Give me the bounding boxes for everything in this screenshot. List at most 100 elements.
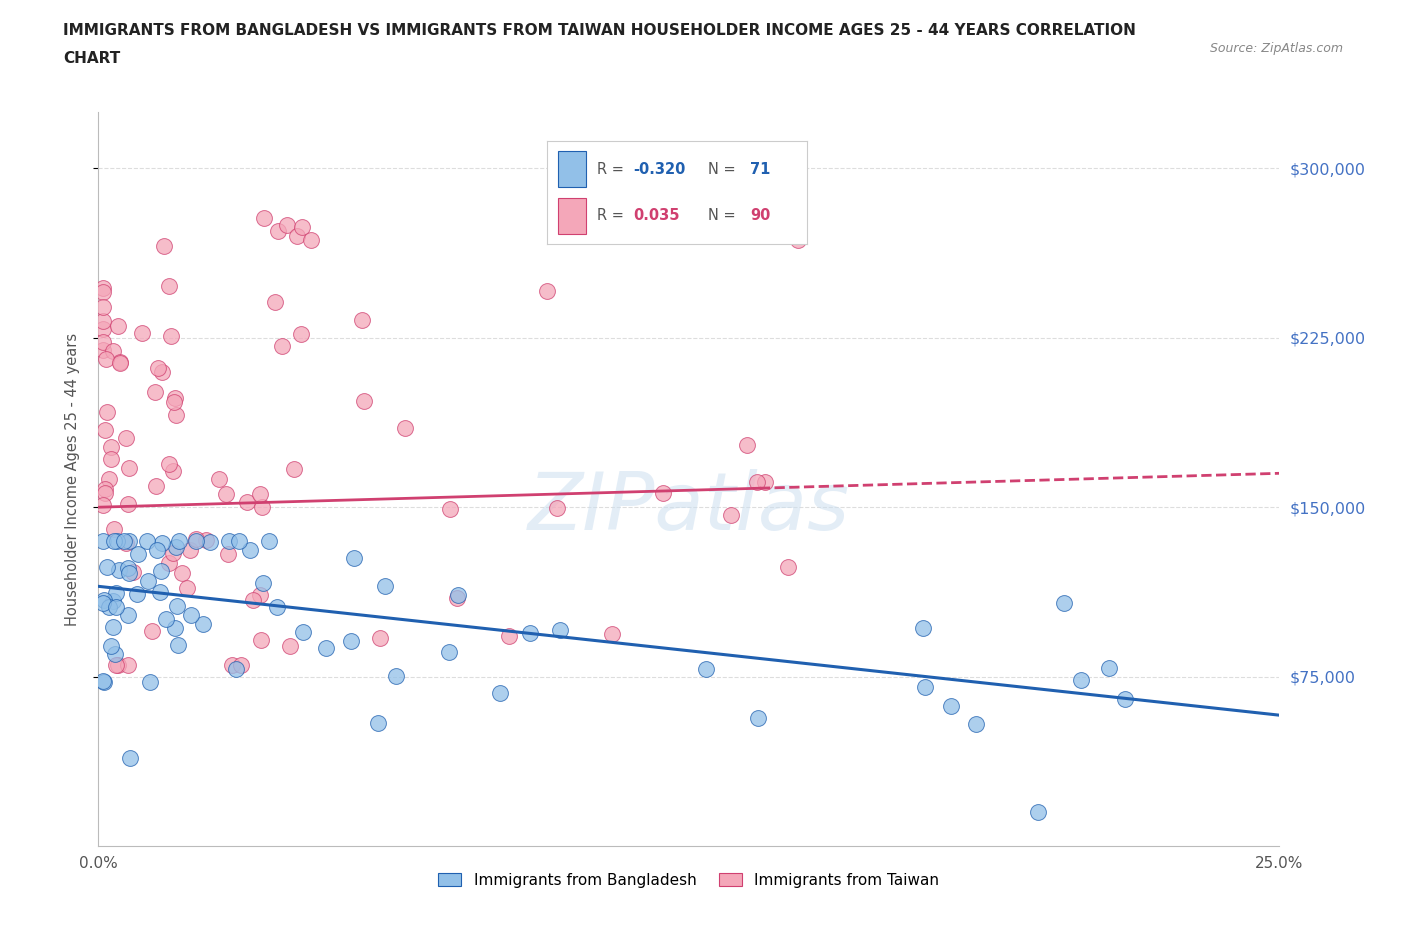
Immigrants from Taiwan xyxy=(94,422,117,437)
Immigrants from Taiwan xyxy=(105,658,128,673)
Immigrants from Taiwan xyxy=(176,581,198,596)
Immigrants from Bangladesh xyxy=(145,542,167,557)
Immigrants from Bangladesh xyxy=(163,621,186,636)
Immigrants from Bangladesh xyxy=(695,661,717,676)
Immigrants from Taiwan xyxy=(108,354,131,369)
Immigrants from Taiwan xyxy=(776,559,799,574)
Immigrants from Bangladesh xyxy=(911,620,934,635)
Immigrants from Bangladesh xyxy=(1053,595,1076,610)
Immigrants from Taiwan xyxy=(720,508,742,523)
Immigrants from Bangladesh xyxy=(93,593,115,608)
Immigrants from Taiwan xyxy=(160,328,183,343)
Immigrants from Taiwan xyxy=(91,343,114,358)
Immigrants from Bangladesh xyxy=(104,646,127,661)
Immigrants from Taiwan xyxy=(264,295,287,310)
Immigrants from Bangladesh xyxy=(107,563,129,578)
Immigrants from Taiwan xyxy=(215,486,238,501)
Immigrants from Taiwan xyxy=(117,658,139,673)
Immigrants from Bangladesh xyxy=(127,547,149,562)
Immigrants from Taiwan xyxy=(536,284,558,299)
Immigrants from Taiwan xyxy=(250,499,273,514)
Immigrants from Bangladesh xyxy=(101,593,124,608)
Immigrants from Taiwan xyxy=(270,339,292,353)
Immigrants from Bangladesh xyxy=(747,711,769,725)
Immigrants from Taiwan xyxy=(91,285,114,299)
Immigrants from Bangladesh xyxy=(489,685,512,700)
Immigrants from Taiwan xyxy=(103,522,125,537)
Text: Source: ZipAtlas.com: Source: ZipAtlas.com xyxy=(1209,42,1343,55)
Text: ZIPatlas: ZIPatlas xyxy=(527,470,851,548)
Immigrants from Taiwan xyxy=(278,638,301,653)
Immigrants from Bangladesh xyxy=(117,561,139,576)
Immigrants from Taiwan xyxy=(498,629,520,644)
Immigrants from Bangladesh xyxy=(266,600,288,615)
Immigrants from Taiwan xyxy=(145,479,167,494)
Immigrants from Taiwan xyxy=(439,501,461,516)
Immigrants from Taiwan xyxy=(267,224,290,239)
Immigrants from Bangladesh xyxy=(103,534,125,549)
Immigrants from Bangladesh xyxy=(100,639,122,654)
Immigrants from Taiwan xyxy=(786,233,808,248)
Immigrants from Taiwan xyxy=(229,658,252,673)
Immigrants from Bangladesh xyxy=(439,644,461,659)
Immigrants from Bangladesh xyxy=(200,535,222,550)
Immigrants from Bangladesh xyxy=(150,536,173,551)
Immigrants from Bangladesh xyxy=(291,624,314,639)
Immigrants from Taiwan xyxy=(221,658,243,673)
Immigrants from Taiwan xyxy=(651,485,673,500)
Immigrants from Taiwan xyxy=(153,239,176,254)
Immigrants from Taiwan xyxy=(276,218,298,232)
Immigrants from Taiwan xyxy=(763,226,786,241)
Immigrants from Bangladesh xyxy=(367,715,389,730)
Immigrants from Bangladesh xyxy=(112,534,135,549)
Immigrants from Bangladesh xyxy=(252,576,274,591)
Immigrants from Taiwan xyxy=(163,395,186,410)
Immigrants from Taiwan xyxy=(299,233,322,248)
Immigrants from Taiwan xyxy=(91,314,114,329)
Immigrants from Bangladesh xyxy=(548,623,571,638)
Immigrants from Bangladesh xyxy=(96,560,118,575)
Immigrants from Taiwan xyxy=(754,474,776,489)
Immigrants from Bangladesh xyxy=(191,617,214,631)
Immigrants from Taiwan xyxy=(107,319,129,334)
Immigrants from Taiwan xyxy=(94,352,117,366)
Immigrants from Bangladesh xyxy=(105,534,128,549)
Immigrants from Taiwan xyxy=(394,420,416,435)
Immigrants from Taiwan xyxy=(163,391,186,405)
Immigrants from Taiwan xyxy=(600,626,623,641)
Immigrants from Bangladesh xyxy=(167,534,190,549)
Immigrants from Bangladesh xyxy=(218,534,240,549)
Immigrants from Bangladesh xyxy=(93,675,115,690)
Immigrants from Taiwan xyxy=(249,486,271,501)
Immigrants from Taiwan xyxy=(350,313,373,328)
Immigrants from Taiwan xyxy=(91,335,114,350)
Immigrants from Bangladesh xyxy=(239,542,262,557)
Immigrants from Bangladesh xyxy=(1114,691,1136,706)
Immigrants from Taiwan xyxy=(110,355,132,370)
Immigrants from Taiwan xyxy=(184,531,207,546)
Immigrants from Bangladesh xyxy=(139,674,162,689)
Immigrants from Taiwan xyxy=(91,498,114,512)
Immigrants from Taiwan xyxy=(91,299,114,314)
Immigrants from Bangladesh xyxy=(166,599,188,614)
Immigrants from Taiwan xyxy=(97,472,120,486)
Immigrants from Taiwan xyxy=(179,542,201,557)
Immigrants from Taiwan xyxy=(208,472,231,486)
Immigrants from Bangladesh xyxy=(965,716,987,731)
Y-axis label: Householder Income Ages 25 - 44 years: Householder Income Ages 25 - 44 years xyxy=(65,332,80,626)
Immigrants from Taiwan xyxy=(170,565,193,580)
Immigrants from Taiwan xyxy=(547,500,569,515)
Immigrants from Bangladesh xyxy=(259,534,281,549)
Immigrants from Bangladesh xyxy=(343,551,366,565)
Immigrants from Bangladesh xyxy=(117,607,139,622)
Immigrants from Taiwan xyxy=(131,326,153,340)
Immigrants from Taiwan xyxy=(93,485,115,500)
Immigrants from Bangladesh xyxy=(914,680,936,695)
Text: CHART: CHART xyxy=(63,51,121,66)
Immigrants from Bangladesh xyxy=(91,595,114,610)
Immigrants from Taiwan xyxy=(165,407,187,422)
Immigrants from Bangladesh xyxy=(447,588,470,603)
Immigrants from Bangladesh xyxy=(91,534,114,549)
Immigrants from Bangladesh xyxy=(315,640,337,655)
Immigrants from Bangladesh xyxy=(180,607,202,622)
